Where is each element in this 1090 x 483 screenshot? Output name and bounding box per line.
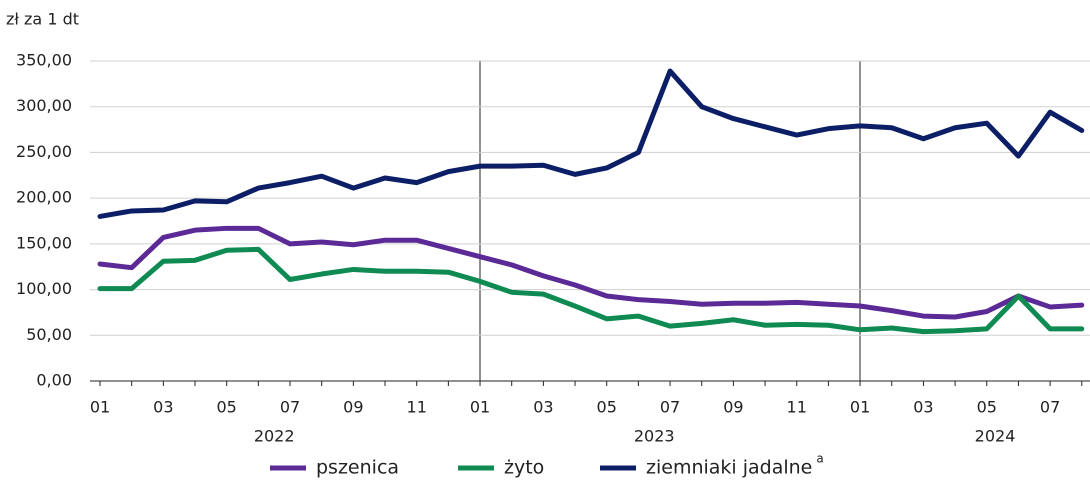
- y-tick-label: 250,00: [16, 142, 72, 161]
- x-tick-label: 05: [597, 398, 617, 417]
- y-tick-label: 300,00: [16, 96, 72, 115]
- legend-label: żyto: [504, 457, 544, 479]
- y-tick-label: 150,00: [16, 233, 72, 252]
- y-tick-label: 100,00: [16, 279, 72, 298]
- x-tick-label: 03: [913, 398, 933, 417]
- year-label: 2023: [634, 427, 675, 446]
- x-tick-label: 09: [343, 398, 363, 417]
- x-tick-label: 07: [1040, 398, 1060, 417]
- x-tick-label: 07: [660, 398, 680, 417]
- y-tick-label: 0,00: [36, 371, 72, 390]
- x-tick-label: 01: [470, 398, 490, 417]
- year-label: 2024: [975, 427, 1016, 446]
- legend-note: a: [816, 452, 823, 466]
- x-tick-label: 11: [407, 398, 427, 417]
- y-tick-label: 200,00: [16, 188, 72, 207]
- legend-label: pszenica: [316, 457, 399, 479]
- year-label: 2022: [254, 427, 295, 446]
- y-tick-label: 350,00: [16, 51, 72, 70]
- x-tick-label: 07: [280, 398, 300, 417]
- y-tick-label: 50,00: [26, 325, 72, 344]
- x-tick-label: 03: [153, 398, 173, 417]
- series-line: [97, 246, 1085, 335]
- x-tick-label: 05: [217, 398, 237, 417]
- x-tick-label: 03: [533, 398, 553, 417]
- x-tick-label: 09: [723, 398, 743, 417]
- series-line: [97, 68, 1085, 219]
- x-tick-label: 05: [977, 398, 997, 417]
- legend-label: ziemniaki jadalne: [646, 457, 812, 479]
- x-tick-label: 11: [787, 398, 807, 417]
- series-line: [97, 225, 1085, 320]
- x-tick-label: 01: [850, 398, 870, 417]
- y-axis-label: zł za 1 dt: [6, 10, 79, 29]
- x-tick-label: 01: [90, 398, 110, 417]
